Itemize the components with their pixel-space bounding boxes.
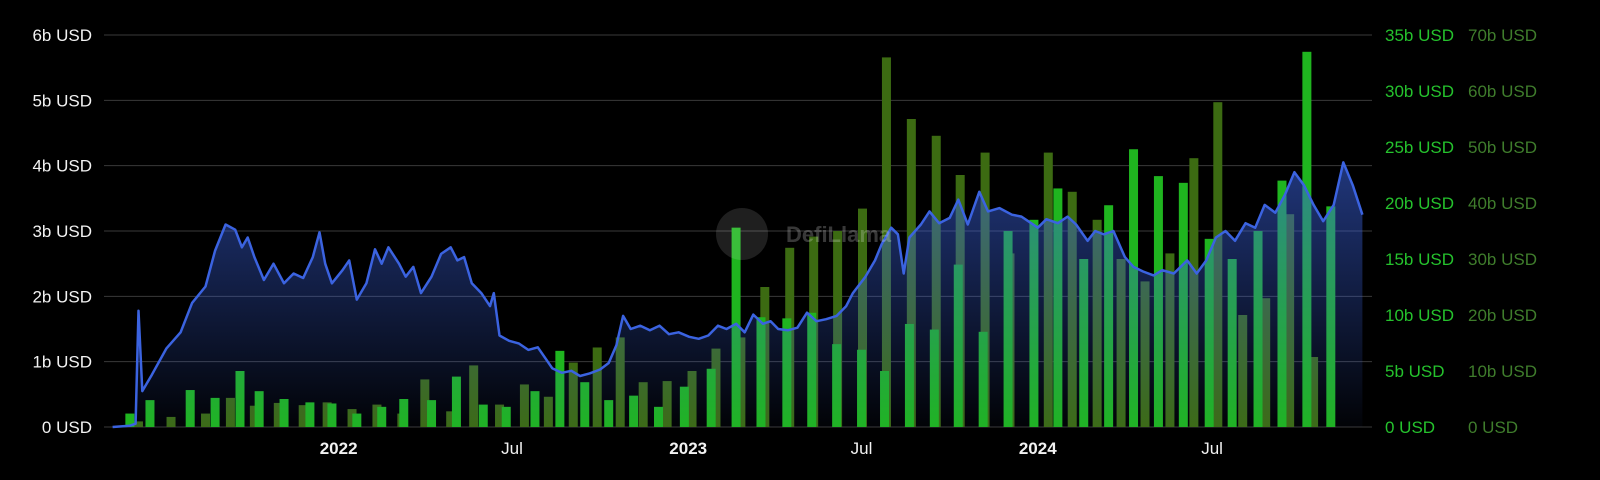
y-right-tick-label: 35b USD xyxy=(1385,26,1454,45)
y-axis-right-secondary: 0 USD 10b USD 20b USD 30b USD 40b USD 50b USD… xyxy=(1468,26,1537,437)
y-right-tick-label: 30b USD xyxy=(1468,250,1537,269)
x-axis: 2022 Jul 2023 Jul 2024 Jul xyxy=(320,439,1223,458)
y-axis-left: 0 USD 1b USD 2b USD 3b USD 4b USD 5b USD 6b US… xyxy=(32,26,92,437)
x-tick-label: Jul xyxy=(851,439,873,458)
volume-bar-primary xyxy=(125,413,135,427)
y-left-tick-label: 1b USD xyxy=(32,353,92,372)
y-right-tick-label: 5b USD xyxy=(1385,362,1445,381)
tvl-area-fill xyxy=(112,162,1363,427)
y-right-tick-label: 15b USD xyxy=(1385,250,1454,269)
y-right-tick-label: 50b USD xyxy=(1468,138,1537,157)
y-axis-right-primary: 0 USD 5b USD 10b USD 15b USD 20b USD 25b USD 3… xyxy=(1385,26,1454,437)
y-left-tick-label: 6b USD xyxy=(32,26,92,45)
y-right-tick-label: 10b USD xyxy=(1385,306,1454,325)
llama-logo-icon xyxy=(716,208,768,260)
y-right-tick-label: 60b USD xyxy=(1468,82,1537,101)
y-right-tick-label: 20b USD xyxy=(1468,306,1537,325)
x-tick-label: Jul xyxy=(1201,439,1223,458)
y-left-tick-label: 0 USD xyxy=(42,418,92,437)
y-right-tick-label: 10b USD xyxy=(1468,362,1537,381)
y-right-tick-label: 30b USD xyxy=(1385,82,1454,101)
y-right-tick-label: 0 USD xyxy=(1385,418,1435,437)
y-right-tick-label: 0 USD xyxy=(1468,418,1518,437)
y-left-tick-label: 3b USD xyxy=(32,222,92,241)
y-right-tick-label: 20b USD xyxy=(1385,194,1454,213)
y-right-tick-label: 25b USD xyxy=(1385,138,1454,157)
defillama-watermark: DefiLlama xyxy=(716,208,892,260)
x-tick-label: Jul xyxy=(501,439,523,458)
watermark-text: DefiLlama xyxy=(786,222,892,247)
y-right-tick-label: 70b USD xyxy=(1468,26,1537,45)
x-tick-label: 2023 xyxy=(669,439,707,458)
y-left-tick-label: 2b USD xyxy=(32,287,92,306)
y-left-tick-label: 5b USD xyxy=(32,91,92,110)
x-tick-label: 2024 xyxy=(1019,439,1057,458)
tvl-line xyxy=(112,161,1364,429)
y-right-tick-label: 40b USD xyxy=(1468,194,1537,213)
y-left-tick-label: 4b USD xyxy=(32,157,92,176)
x-tick-label: 2022 xyxy=(320,439,358,458)
